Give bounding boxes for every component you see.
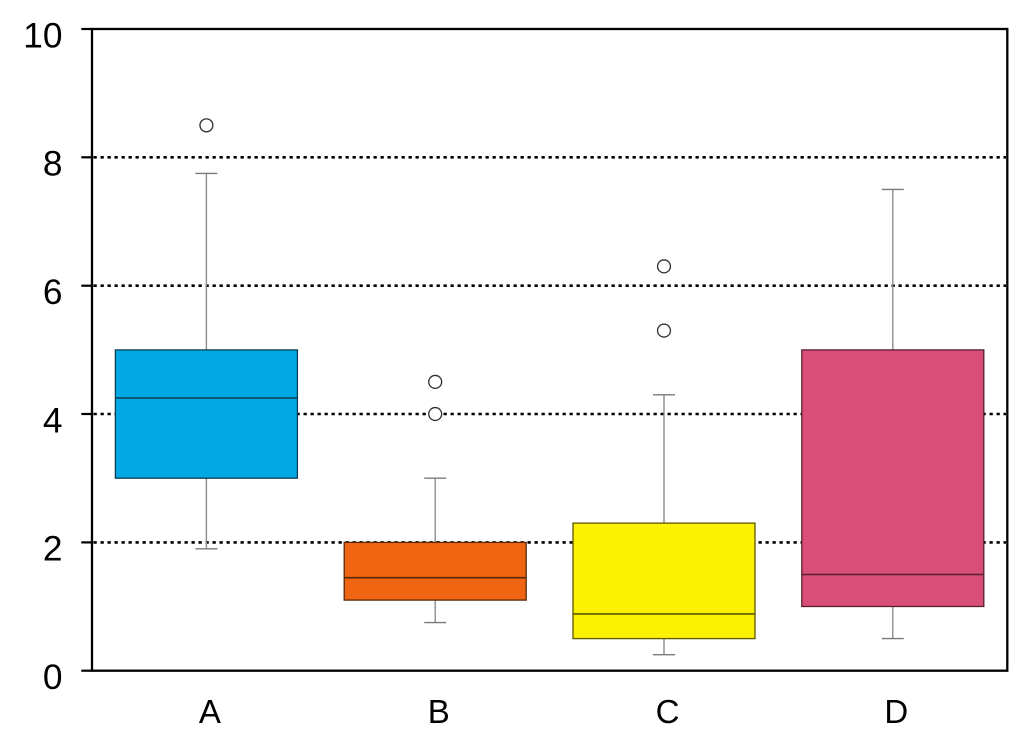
svg-text:C: C <box>656 693 680 730</box>
svg-text:6: 6 <box>43 273 63 312</box>
svg-text:D: D <box>884 693 908 730</box>
svg-text:4: 4 <box>43 401 63 440</box>
svg-text:10: 10 <box>23 16 62 55</box>
svg-text:2: 2 <box>43 530 63 569</box>
svg-text:B: B <box>428 693 450 730</box>
svg-text:8: 8 <box>43 145 63 184</box>
svg-text:0: 0 <box>43 658 63 697</box>
svg-text:A: A <box>199 693 221 730</box>
